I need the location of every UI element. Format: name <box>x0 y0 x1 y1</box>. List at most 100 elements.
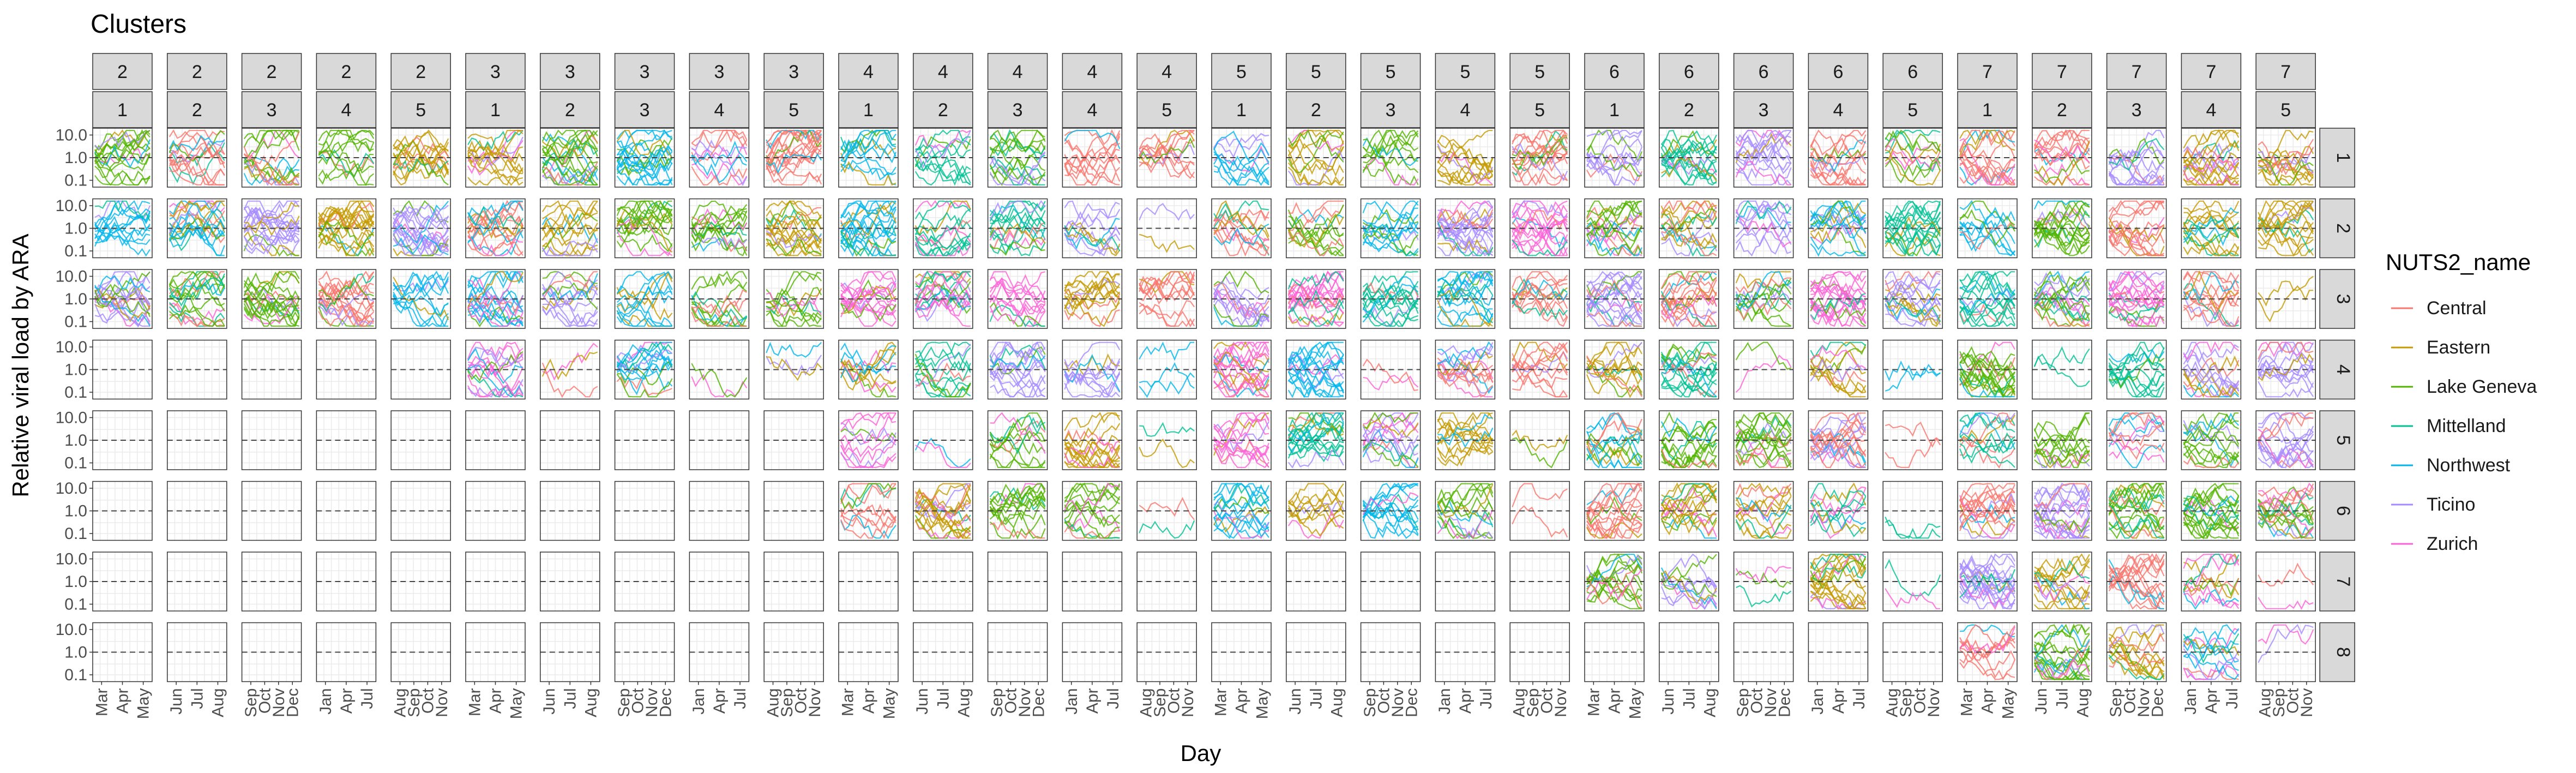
series-line <box>318 232 375 257</box>
facet-strip-row <box>2319 339 2355 400</box>
series-line <box>914 298 971 327</box>
series-line <box>989 129 1046 153</box>
series-line <box>1512 505 1568 538</box>
series-line <box>1660 271 1717 289</box>
facet-panel <box>1733 128 1794 188</box>
series-line <box>318 234 375 257</box>
series-line <box>1213 516 1270 540</box>
series-line <box>1512 138 1568 170</box>
series-line <box>1287 483 1344 522</box>
facet-strip-top-label: 5 <box>1534 62 1545 82</box>
series-line <box>318 207 375 232</box>
facet-panel <box>316 198 377 259</box>
facet-strip-top <box>1509 53 1570 90</box>
series-line <box>1660 294 1717 320</box>
series-line <box>1437 168 1494 184</box>
series-line <box>1139 497 1195 520</box>
series-line <box>2108 271 2165 290</box>
series-line <box>1512 210 1568 241</box>
series-line <box>1437 221 1493 253</box>
series-line <box>2183 153 2239 173</box>
series-line <box>617 129 672 155</box>
series-line <box>1660 200 1717 220</box>
series-line <box>94 200 151 239</box>
facet-panel <box>1808 339 1869 400</box>
series-line <box>168 135 225 152</box>
series-line <box>1660 153 1717 175</box>
series-line <box>2033 211 2090 255</box>
series-line <box>1661 205 1717 239</box>
x-tick-label: Dec <box>284 688 302 717</box>
y-tick-label: 1.0 <box>64 290 87 308</box>
series-line <box>616 341 672 369</box>
facet-panel <box>614 128 675 188</box>
series-line <box>1512 200 1568 218</box>
series-line <box>1287 213 1344 248</box>
series-line <box>243 207 300 233</box>
series-line <box>914 353 971 373</box>
facet-panel <box>1509 198 1570 259</box>
series-line <box>318 311 374 327</box>
panel-border <box>390 128 451 188</box>
series-line <box>168 155 225 184</box>
y-tick-label: 10.0 <box>56 267 87 285</box>
panel-border <box>1136 128 1197 188</box>
panel-border <box>614 269 675 329</box>
series-line <box>2108 365 2165 398</box>
x-tick-label: Jul <box>1104 688 1122 709</box>
series-line <box>318 288 375 321</box>
x-tick-label: Dec <box>1030 688 1048 717</box>
facet-panel <box>540 269 600 329</box>
facet-strip-sub <box>1062 91 1123 128</box>
series-line <box>840 205 897 236</box>
series-line <box>2108 221 2165 247</box>
series-line <box>989 483 1046 507</box>
series-line <box>915 271 971 286</box>
series-line <box>1885 205 1941 233</box>
panel-border <box>1509 481 1570 541</box>
series-line <box>393 203 449 230</box>
facet-panel <box>614 410 675 470</box>
series-line <box>318 130 374 155</box>
series-line <box>1437 341 1494 368</box>
series-line <box>915 492 971 514</box>
facet-strip-top-label: 6 <box>1684 62 1694 82</box>
facet-panel <box>689 339 750 400</box>
series-line <box>2183 420 2240 449</box>
series-line <box>989 341 1046 362</box>
panel-border <box>1584 198 1645 259</box>
x-tick-label: Oct <box>419 688 437 714</box>
facet-strip-sub-label: 1 <box>863 100 874 121</box>
series-line <box>2183 170 2239 185</box>
series-line <box>1362 271 1418 294</box>
panel-border <box>1733 481 1794 541</box>
facet-panel <box>2106 410 2167 470</box>
series-line <box>1437 208 1493 225</box>
series-line <box>1959 298 2016 323</box>
series-line <box>1735 499 1792 513</box>
series-line <box>1660 432 1717 468</box>
series-line <box>1287 341 1344 371</box>
series-line <box>467 130 523 152</box>
series-line <box>168 271 225 311</box>
facet-strip-row-label: 4 <box>2333 364 2354 375</box>
series-line <box>840 453 896 469</box>
series-line <box>1586 153 1642 174</box>
series-line <box>691 130 748 146</box>
panel-border <box>2032 128 2092 188</box>
facet-strip-top <box>1360 53 1421 90</box>
series-line <box>2258 412 2314 445</box>
series-line <box>1512 293 1568 327</box>
series-line <box>467 200 523 219</box>
series-line <box>2183 222 2240 256</box>
series-line <box>1586 341 1642 363</box>
facet-panel <box>1286 128 1346 188</box>
facet-panel <box>465 339 526 400</box>
facet-strip-top-label: 5 <box>1311 62 1321 82</box>
facet-strip-top-label: 5 <box>1236 62 1247 82</box>
x-tick-label: Aug <box>582 688 600 717</box>
series-line <box>989 412 1046 450</box>
series-line <box>1213 304 1269 327</box>
series-line <box>2034 291 2090 321</box>
